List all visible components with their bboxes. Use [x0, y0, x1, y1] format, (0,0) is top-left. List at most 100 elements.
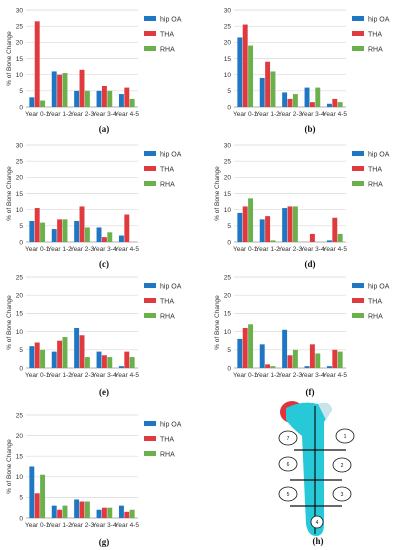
bar-tha — [101, 507, 107, 518]
caption-g: (g) — [98, 537, 110, 547]
legend-label: hip OA — [368, 152, 390, 159]
y-tick-label: 10 — [224, 72, 232, 79]
bar-tha — [101, 355, 107, 368]
legend-swatch — [144, 436, 156, 441]
bar-hip-oa — [282, 92, 288, 107]
bar-hip-oa — [326, 103, 332, 107]
legend-swatch — [144, 166, 156, 171]
legend-swatch — [144, 451, 156, 456]
legend-label: hip OA — [160, 422, 182, 429]
bar-tha — [124, 511, 130, 518]
legend-label: THA — [368, 32, 382, 39]
y-tick-label: 0 — [19, 104, 23, 111]
bar-tha — [79, 69, 85, 107]
legend-label: THA — [160, 299, 174, 306]
bar-hip-oa — [96, 509, 102, 518]
bar-tha — [34, 21, 40, 107]
x-tick-label: Year 1-2 — [255, 246, 280, 253]
bar-hip-oa — [118, 366, 124, 368]
legend-label: RHA — [160, 452, 175, 459]
bar-hip-oa — [326, 240, 332, 242]
bar-rha — [248, 198, 254, 242]
bar-hip-oa — [259, 344, 265, 368]
bar-hip-oa — [237, 37, 243, 107]
y-tick-label: 0 — [19, 239, 23, 246]
y-tick-label: 5 — [227, 223, 231, 230]
y-tick-label: 10 — [16, 329, 24, 336]
bar-hip-oa — [118, 505, 124, 518]
bar-tha — [124, 351, 130, 368]
bar-rha — [84, 227, 90, 242]
zone-circle-3 — [332, 486, 352, 502]
y-axis-label: % of Bone Change — [6, 31, 13, 86]
bar-rha — [84, 501, 90, 518]
legend-label: THA — [160, 32, 174, 39]
bar-rha — [315, 87, 321, 107]
y-tick-label: 0 — [227, 239, 231, 246]
legend-label: THA — [368, 167, 382, 174]
bar-rha — [315, 353, 321, 368]
bar-rha — [337, 233, 343, 242]
bar-hip-oa — [118, 235, 124, 242]
chart-a: 0 5 10 15 20 25 30% of Bone Change Year 0-1 Year… — [2, 5, 208, 123]
zone-label-6: 6 — [287, 462, 290, 468]
bar-hip-oa — [29, 97, 35, 107]
legend-swatch — [352, 181, 364, 186]
bar-hip-oa — [74, 220, 80, 242]
zone-label-1: 1 — [344, 434, 347, 440]
y-tick-label: 20 — [16, 175, 24, 182]
legend-swatch — [144, 313, 156, 318]
x-tick-label: Year 3-4 — [300, 246, 325, 253]
y-tick-label: 15 — [16, 191, 24, 198]
bar-rha — [107, 507, 113, 518]
bar-tha — [309, 344, 315, 368]
legend-label: RHA — [160, 182, 175, 189]
caption-c: (c) — [99, 259, 109, 269]
bar-tha — [309, 102, 315, 107]
legend-swatch — [352, 313, 364, 318]
bar-tha — [34, 342, 40, 368]
x-tick-label: Year 3-4 — [92, 111, 117, 118]
bar-rha — [337, 102, 343, 107]
bar-rha — [62, 73, 68, 107]
bar-rha — [129, 509, 135, 518]
bar-tha — [57, 509, 63, 518]
x-tick-label: Year 3-4 — [92, 522, 117, 529]
legend-swatch — [144, 151, 156, 156]
zone-circle-2 — [332, 457, 352, 473]
bar-tha — [124, 87, 130, 107]
bar-hip-oa — [237, 212, 243, 242]
y-tick-label: 25 — [224, 274, 232, 281]
y-tick-label: 25 — [16, 158, 24, 165]
x-tick-label: Year 2-3 — [278, 111, 303, 118]
bar-tha — [34, 208, 40, 242]
y-tick-label: 10 — [16, 207, 24, 214]
zone-circle-1 — [335, 428, 355, 444]
legend-swatch — [144, 298, 156, 303]
y-tick-label: 20 — [224, 293, 232, 300]
legend-label: RHA — [368, 314, 383, 321]
bar-rha — [40, 474, 46, 518]
bar-hip-oa — [259, 77, 265, 107]
bar-tha — [265, 364, 271, 368]
legend-swatch — [144, 16, 156, 21]
bar-hip-oa — [74, 499, 80, 518]
zone-label-2: 2 — [341, 463, 344, 469]
zone-circle-7 — [278, 430, 298, 446]
bar-tha — [101, 237, 107, 242]
x-tick-label: Year 1-2 — [255, 372, 280, 379]
bar-hip-oa — [51, 71, 57, 107]
bar-rha — [129, 357, 135, 368]
y-tick-label: 15 — [16, 56, 24, 63]
bar-tha — [332, 98, 338, 107]
bar-hip-oa — [237, 338, 243, 368]
bar-hip-oa — [51, 351, 57, 368]
bar-tha — [57, 340, 63, 368]
caption-h: (h) — [312, 536, 324, 546]
x-tick-label: Year 2-3 — [70, 372, 95, 379]
y-axis-label: % of Bone Change — [214, 166, 221, 221]
x-tick-label: Year 0-1 — [25, 246, 50, 253]
bar-tha — [242, 327, 248, 368]
